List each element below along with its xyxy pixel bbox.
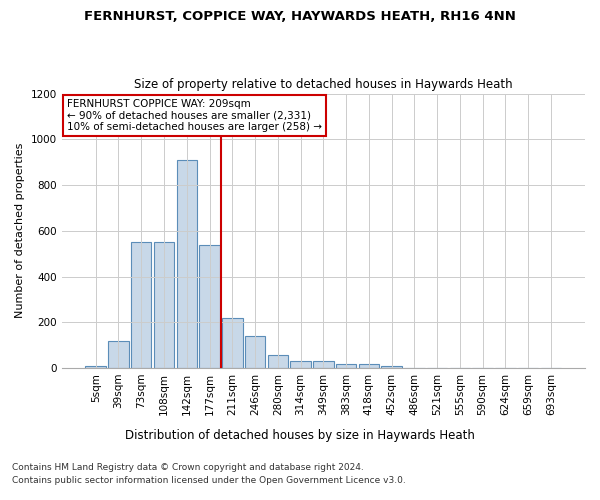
Bar	[313, 361, 334, 368]
Bar	[154, 242, 174, 368]
Bar	[268, 356, 288, 368]
Bar	[199, 244, 220, 368]
Bar	[290, 360, 311, 368]
Text: FERNHURST, COPPICE WAY, HAYWARDS HEATH, RH16 4NN: FERNHURST, COPPICE WAY, HAYWARDS HEATH, …	[84, 10, 516, 23]
Text: Distribution of detached houses by size in Haywards Heath: Distribution of detached houses by size …	[125, 428, 475, 442]
Bar	[176, 160, 197, 368]
Text: Contains HM Land Registry data © Crown copyright and database right 2024.: Contains HM Land Registry data © Crown c…	[12, 464, 364, 472]
Y-axis label: Number of detached properties: Number of detached properties	[15, 143, 25, 318]
Bar	[359, 364, 379, 368]
Title: Size of property relative to detached houses in Haywards Heath: Size of property relative to detached ho…	[134, 78, 512, 91]
Text: FERNHURST COPPICE WAY: 209sqm
← 90% of detached houses are smaller (2,331)
10% o: FERNHURST COPPICE WAY: 209sqm ← 90% of d…	[67, 99, 322, 132]
Bar	[382, 366, 402, 368]
Bar	[108, 340, 129, 368]
Bar	[131, 242, 151, 368]
Text: Contains public sector information licensed under the Open Government Licence v3: Contains public sector information licen…	[12, 476, 406, 485]
Bar	[336, 364, 356, 368]
Bar	[245, 336, 265, 368]
Bar	[222, 318, 242, 368]
Bar	[85, 366, 106, 368]
